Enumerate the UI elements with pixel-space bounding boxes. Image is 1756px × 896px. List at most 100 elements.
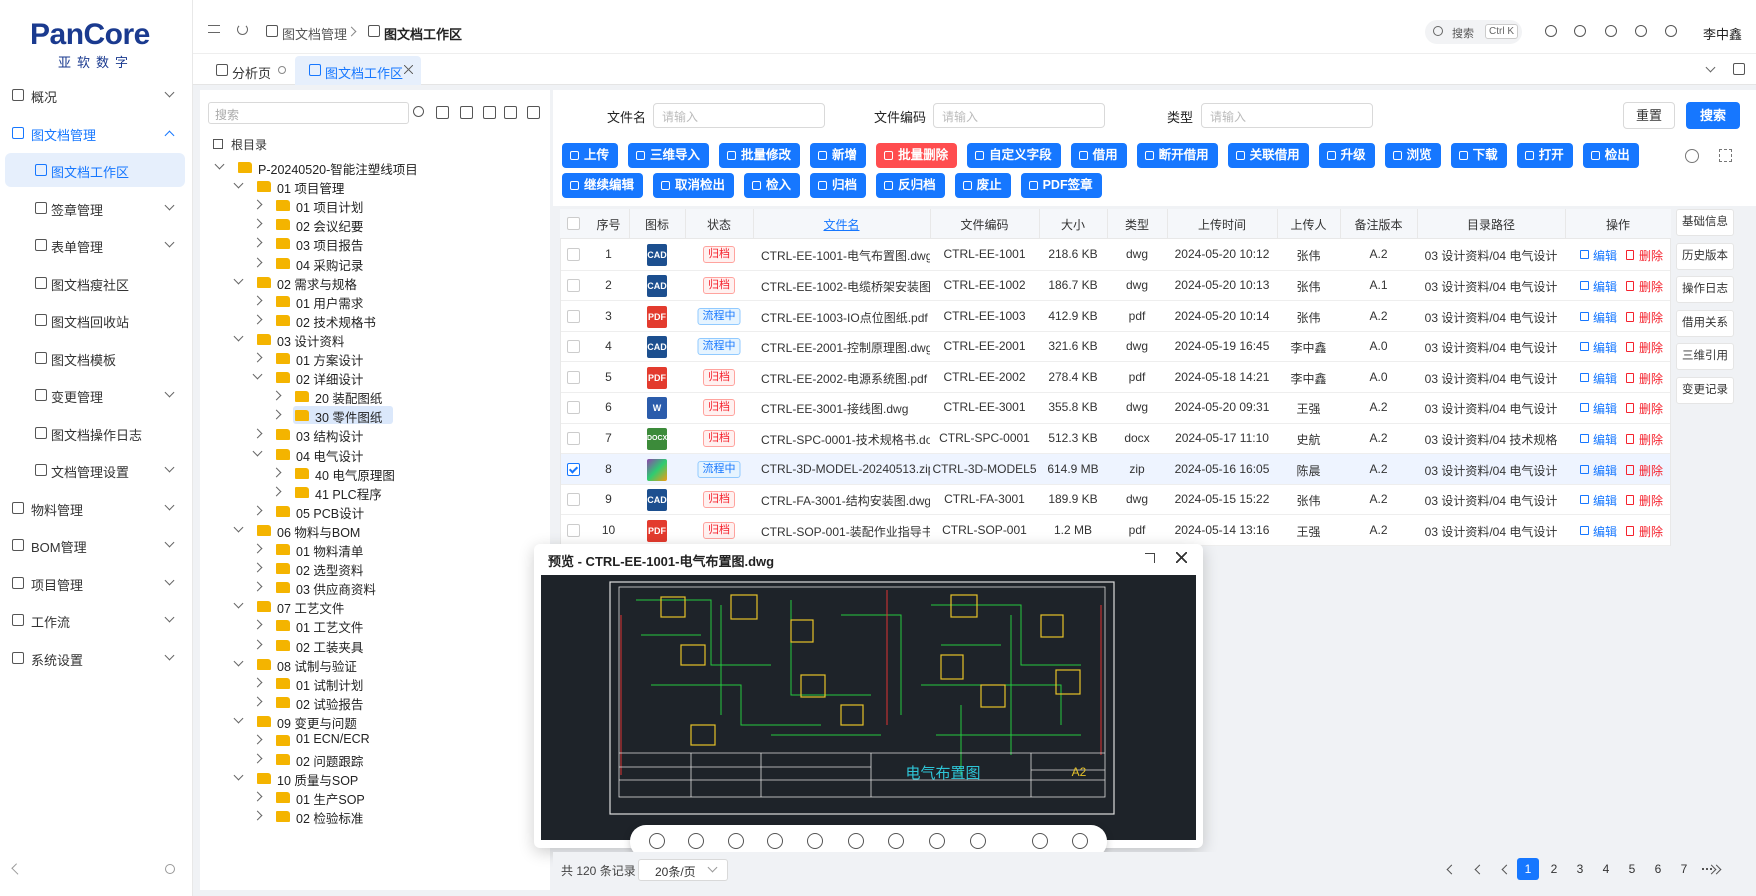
sidebar-item[interactable]: 工作流: [31, 615, 71, 630]
toolbar-btn[interactable]: 批量删除: [876, 143, 958, 168]
tree-node[interactable]: 01 试制计划: [296, 678, 364, 693]
page-btn[interactable]: 5: [1628, 862, 1636, 876]
tree-node[interactable]: 02 会议纪要: [296, 220, 364, 235]
edit-link[interactable]: 编辑: [1593, 371, 1618, 386]
row-checkbox[interactable]: [567, 370, 580, 384]
delete-link[interactable]: 删除: [1639, 249, 1664, 264]
tree-node[interactable]: 02 需求与规格: [277, 277, 357, 292]
sidebar-item[interactable]: 概况: [31, 90, 58, 105]
table-row[interactable]: [561, 485, 1670, 516]
header-checkbox[interactable]: [567, 217, 580, 230]
delete-link[interactable]: 删除: [1639, 341, 1664, 356]
edit-link[interactable]: 编辑: [1593, 432, 1618, 447]
tree-node[interactable]: 04 采购记录: [296, 258, 364, 273]
page-btn[interactable]: 4: [1602, 862, 1610, 876]
filter-input[interactable]: [653, 103, 825, 128]
preview-tool[interactable]: [767, 833, 783, 849]
tree-node[interactable]: 03 结构设计: [296, 430, 364, 445]
table-row[interactable]: [561, 301, 1670, 332]
side-tab[interactable]: 借用关系: [1676, 309, 1734, 337]
tab[interactable]: 分析页: [232, 66, 272, 81]
sidebar-item[interactable]: 图文档模板: [51, 352, 117, 368]
table-row[interactable]: [561, 393, 1670, 424]
row-checkbox[interactable]: [567, 462, 580, 476]
preview-tool[interactable]: [728, 833, 744, 849]
tree-node[interactable]: 01 项目管理: [277, 182, 345, 197]
row-checkbox[interactable]: [567, 309, 580, 323]
side-tab[interactable]: 操作日志: [1676, 276, 1734, 304]
preview-tool[interactable]: [929, 833, 945, 849]
user-name[interactable]: 李中鑫: [1703, 27, 1743, 42]
tree-node[interactable]: 40 电气原理图: [315, 468, 395, 483]
tree-node[interactable]: 01 生产SOP: [296, 793, 365, 808]
table-row[interactable]: [561, 362, 1670, 393]
tree-node[interactable]: 02 问题跟踪: [296, 755, 364, 770]
delete-link[interactable]: 删除: [1639, 402, 1664, 417]
row-checkbox[interactable]: [567, 523, 580, 537]
toolbar-btn[interactable]: 检入: [744, 173, 801, 198]
preview-close[interactable]: [1176, 552, 1187, 563]
tree-node[interactable]: 02 检验标准: [296, 812, 364, 827]
row-checkbox[interactable]: [567, 340, 580, 354]
pin-btn[interactable]: [165, 864, 175, 874]
row-checkbox[interactable]: [567, 248, 580, 262]
side-tab[interactable]: 三维引用: [1676, 343, 1734, 371]
tree-node[interactable]: 10 质量与SOP: [277, 774, 359, 789]
search-btn[interactable]: 搜索: [1686, 102, 1740, 129]
preview-tool[interactable]: [807, 833, 823, 849]
table-fullscreen[interactable]: [1719, 149, 1732, 162]
side-tab[interactable]: 基础信息: [1676, 209, 1734, 236]
delete-link[interactable]: 删除: [1639, 279, 1664, 294]
row-checkbox[interactable]: [567, 493, 580, 507]
row-checkbox[interactable]: [567, 278, 580, 292]
header-icon[interactable]: [1574, 25, 1586, 37]
tree-node[interactable]: 30 零件图纸: [315, 411, 383, 426]
tree-node[interactable]: 09 变更与问题: [277, 716, 357, 731]
tree-node[interactable]: 01 工艺文件: [296, 621, 364, 636]
toolbar-btn[interactable]: 检出: [1582, 143, 1639, 168]
sidebar-item[interactable]: 图文档回收站: [51, 315, 130, 330]
tree-node[interactable]: 02 工装夹具: [296, 640, 364, 655]
row-checkbox[interactable]: [567, 431, 580, 445]
edit-link[interactable]: 编辑: [1593, 249, 1618, 264]
delete-link[interactable]: 删除: [1639, 432, 1664, 447]
edit-link[interactable]: 编辑: [1593, 402, 1618, 417]
side-tab[interactable]: 变更记录: [1676, 377, 1734, 404]
toolbar-btn[interactable]: PDF签章: [1020, 173, 1102, 198]
toolbar-btn[interactable]: 打开: [1516, 143, 1573, 168]
tab[interactable]: 图文档工作区: [325, 66, 404, 81]
table-row[interactable]: [561, 271, 1670, 302]
edit-link[interactable]: 编辑: [1593, 524, 1618, 539]
tree-node[interactable]: 03 项目报告: [296, 239, 364, 254]
page-btn[interactable]: 3: [1576, 862, 1584, 876]
table-refresh[interactable]: [1685, 149, 1699, 163]
header-icon[interactable]: [1635, 25, 1647, 37]
sidebar-item[interactable]: 文档管理设置: [51, 465, 130, 480]
tree-search[interactable]: [208, 102, 409, 124]
table-row[interactable]: [561, 332, 1670, 363]
toolbar-btn[interactable]: 自定义字段: [967, 143, 1061, 168]
tree-node[interactable]: 20 装配图纸: [315, 392, 383, 407]
toolbar-btn[interactable]: 三维导入: [628, 143, 710, 168]
sidebar-item[interactable]: 图文档操作日志: [51, 427, 143, 443]
tree-node[interactable]: 04 电气设计: [296, 449, 364, 464]
toolbar-btn[interactable]: 废止: [954, 173, 1011, 198]
toolbar-btn[interactable]: 升级: [1318, 143, 1375, 168]
tree-node[interactable]: 08 试制与验证: [277, 659, 357, 674]
breadcrumb[interactable]: 图文档工作区: [384, 27, 463, 42]
table-row[interactable]: [561, 240, 1670, 271]
edit-link[interactable]: 编辑: [1593, 494, 1618, 509]
preview-tool[interactable]: [649, 833, 665, 849]
page-btn[interactable]: 2: [1550, 862, 1558, 876]
sidebar-item[interactable]: 系统设置: [31, 652, 84, 668]
sidebar-item[interactable]: 图文档瘦社区: [51, 277, 130, 293]
sidebar-item[interactable]: 项目管理: [31, 577, 84, 593]
tab-close[interactable]: [404, 65, 413, 74]
sidebar-item[interactable]: 图文档管理: [31, 127, 97, 143]
edit-link[interactable]: 编辑: [1593, 463, 1618, 478]
tree-node[interactable]: 03 供应商资料: [296, 583, 376, 598]
preview-tool[interactable]: [970, 833, 986, 849]
edit-link[interactable]: 编辑: [1593, 310, 1618, 325]
preview-tool[interactable]: [1032, 833, 1048, 849]
filter-input[interactable]: [1201, 103, 1373, 128]
